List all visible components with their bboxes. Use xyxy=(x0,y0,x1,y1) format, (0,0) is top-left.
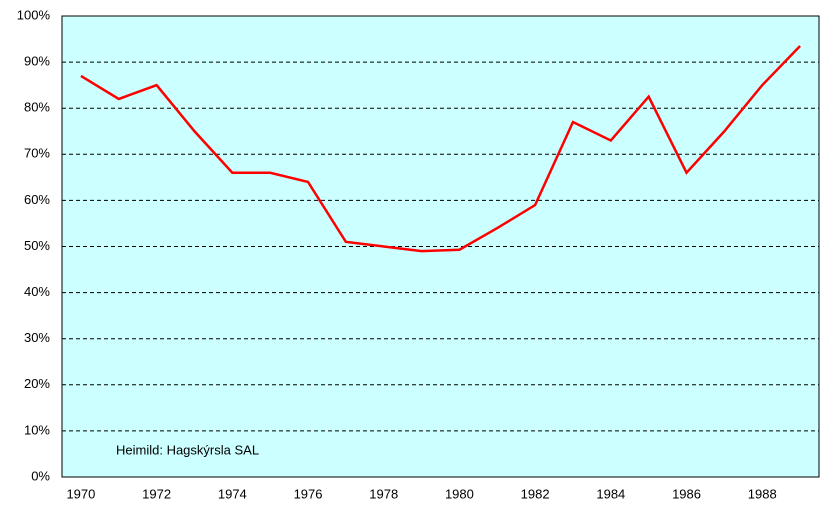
x-tick-label: 1978 xyxy=(369,486,398,501)
y-tick-label: 100% xyxy=(17,7,51,22)
y-tick-label: 80% xyxy=(24,100,50,115)
x-tick-label: 1980 xyxy=(445,486,474,501)
x-tick-label: 1974 xyxy=(218,486,247,501)
x-tick-label: 1976 xyxy=(294,486,323,501)
x-tick-label: 1972 xyxy=(142,486,171,501)
y-tick-label: 50% xyxy=(24,238,50,253)
x-tick-label: 1988 xyxy=(748,486,777,501)
y-tick-label: 40% xyxy=(24,284,50,299)
y-tick-label: 20% xyxy=(24,376,50,391)
x-tick-label: 1970 xyxy=(66,486,95,501)
x-tick-label: 1986 xyxy=(672,486,701,501)
x-tick-label: 1982 xyxy=(521,486,550,501)
annotation: Heimild: Hagskýrsla SAL xyxy=(116,442,259,457)
y-tick-label: 90% xyxy=(24,54,50,69)
y-tick-label: 10% xyxy=(24,422,50,437)
y-tick-label: 30% xyxy=(24,330,50,345)
y-tick-label: 60% xyxy=(24,192,50,207)
y-tick-label: 0% xyxy=(31,468,50,483)
y-tick-label: 70% xyxy=(24,146,50,161)
x-tick-label: 1984 xyxy=(596,486,625,501)
data-line xyxy=(80,45,801,253)
